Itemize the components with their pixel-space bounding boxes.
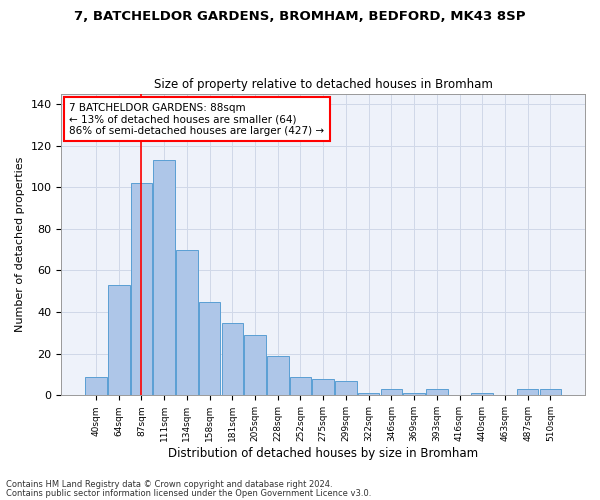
Text: 7 BATCHELDOR GARDENS: 88sqm
← 13% of detached houses are smaller (64)
86% of sem: 7 BATCHELDOR GARDENS: 88sqm ← 13% of det… bbox=[69, 102, 325, 136]
X-axis label: Distribution of detached houses by size in Bromham: Distribution of detached houses by size … bbox=[168, 447, 478, 460]
Bar bbox=[358, 394, 379, 396]
Bar bbox=[85, 376, 107, 396]
Bar bbox=[108, 285, 130, 396]
Bar bbox=[335, 381, 357, 396]
Bar bbox=[517, 389, 538, 396]
Y-axis label: Number of detached properties: Number of detached properties bbox=[15, 157, 25, 332]
Title: Size of property relative to detached houses in Bromham: Size of property relative to detached ho… bbox=[154, 78, 493, 91]
Text: Contains HM Land Registry data © Crown copyright and database right 2024.: Contains HM Land Registry data © Crown c… bbox=[6, 480, 332, 489]
Bar bbox=[154, 160, 175, 396]
Bar bbox=[290, 376, 311, 396]
Bar bbox=[221, 322, 243, 396]
Bar bbox=[472, 394, 493, 396]
Text: Contains public sector information licensed under the Open Government Licence v3: Contains public sector information licen… bbox=[6, 488, 371, 498]
Bar bbox=[380, 389, 402, 396]
Bar bbox=[267, 356, 289, 396]
Bar bbox=[244, 335, 266, 396]
Bar bbox=[131, 183, 152, 396]
Bar bbox=[313, 378, 334, 396]
Bar bbox=[426, 389, 448, 396]
Bar bbox=[176, 250, 197, 396]
Text: 7, BATCHELDOR GARDENS, BROMHAM, BEDFORD, MK43 8SP: 7, BATCHELDOR GARDENS, BROMHAM, BEDFORD,… bbox=[74, 10, 526, 23]
Bar bbox=[403, 394, 425, 396]
Bar bbox=[539, 389, 561, 396]
Bar bbox=[199, 302, 220, 396]
